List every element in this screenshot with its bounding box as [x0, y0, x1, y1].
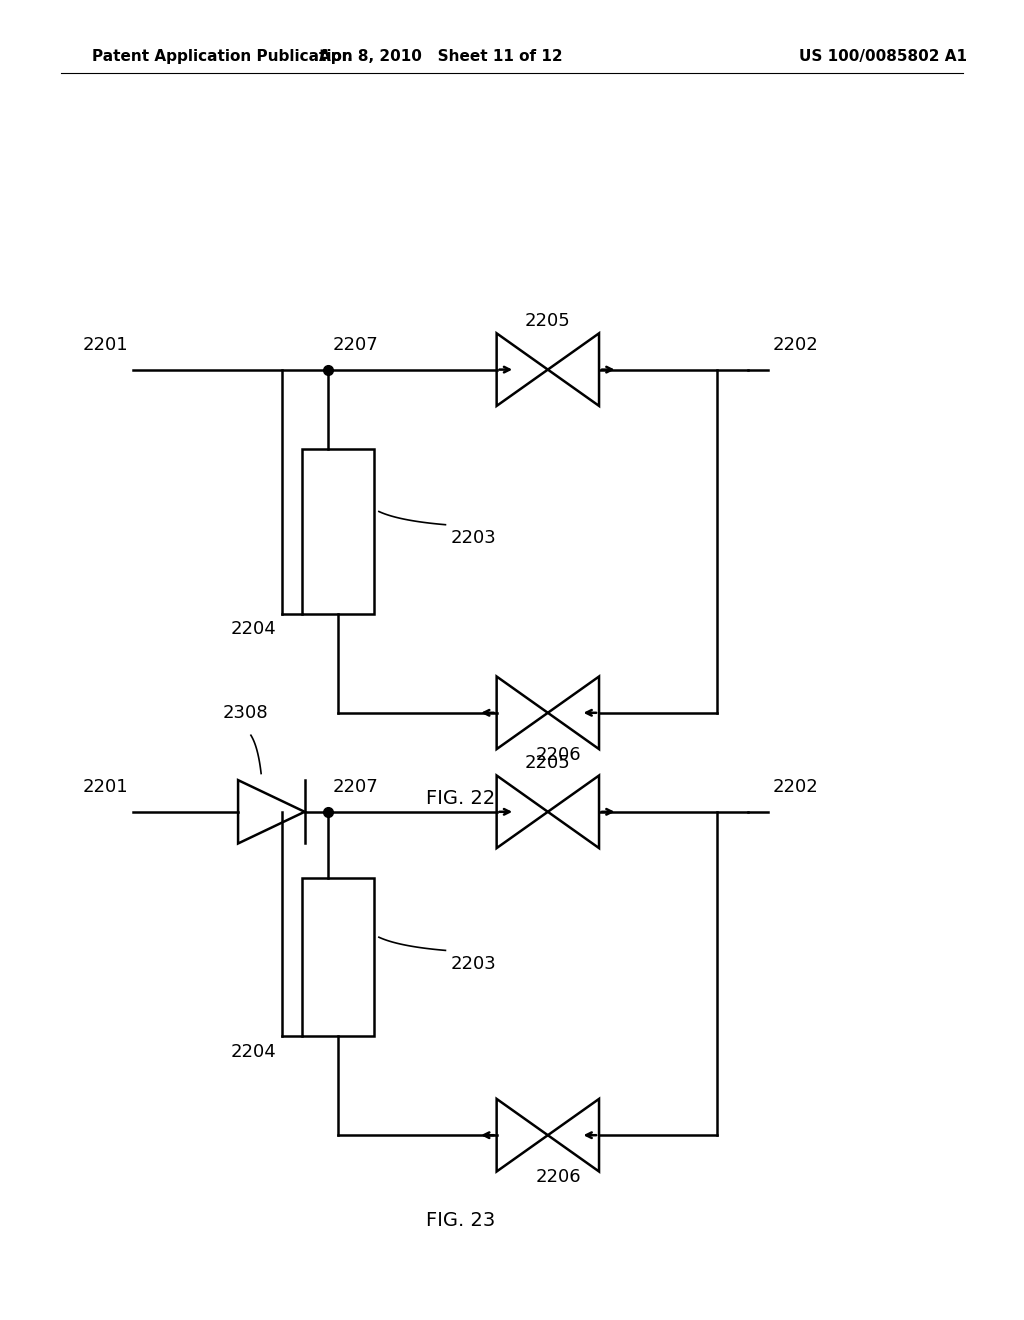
Text: 2204: 2204 — [230, 1043, 276, 1061]
Text: 2206: 2206 — [536, 1168, 581, 1187]
Text: 2205: 2205 — [525, 312, 570, 330]
Text: 2201: 2201 — [82, 335, 128, 354]
Text: 2202: 2202 — [773, 777, 819, 796]
Text: US 100/0085802 A1: US 100/0085802 A1 — [799, 49, 967, 65]
Text: 2204: 2204 — [230, 620, 276, 639]
Text: 2207: 2207 — [333, 777, 379, 796]
Text: 2202: 2202 — [773, 335, 819, 354]
Bar — [302, 878, 374, 1036]
Text: FIG. 23: FIG. 23 — [426, 1212, 496, 1230]
Text: 2207: 2207 — [333, 335, 379, 354]
Text: 2308: 2308 — [223, 704, 268, 722]
Text: Patent Application Publication: Patent Application Publication — [92, 49, 353, 65]
Text: Apr. 8, 2010   Sheet 11 of 12: Apr. 8, 2010 Sheet 11 of 12 — [318, 49, 562, 65]
Text: FIG. 22: FIG. 22 — [426, 789, 496, 808]
Text: 2205: 2205 — [525, 754, 570, 772]
Text: 2201: 2201 — [82, 777, 128, 796]
Text: 2206: 2206 — [536, 746, 581, 764]
Bar — [302, 449, 374, 614]
Text: 2203: 2203 — [451, 954, 497, 973]
Text: 2203: 2203 — [451, 529, 497, 546]
